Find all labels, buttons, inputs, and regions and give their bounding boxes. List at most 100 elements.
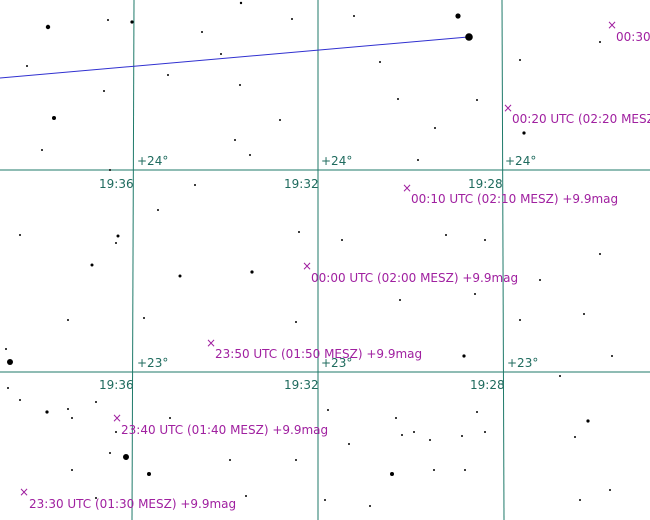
star <box>71 417 73 419</box>
star <box>157 209 159 211</box>
star <box>249 154 251 156</box>
star <box>433 469 435 471</box>
star <box>445 234 447 236</box>
star <box>353 15 355 17</box>
star <box>67 408 69 410</box>
star <box>462 354 466 358</box>
track-label-0010: 00:10 UTC (02:10 MESZ) +9.9mag <box>411 192 618 206</box>
star <box>461 435 463 437</box>
star <box>201 31 203 33</box>
star <box>484 239 486 241</box>
track-label-2340: 23:40 UTC (01:40 MESZ) +9.9mag <box>121 423 328 437</box>
track-label-0000: 00:00 UTC (02:00 MESZ) +9.9mag <box>311 271 518 285</box>
star <box>611 355 613 357</box>
star <box>429 439 431 441</box>
star <box>474 293 476 295</box>
star <box>341 239 343 241</box>
star <box>169 417 171 419</box>
track-marker-0010: × <box>402 181 412 195</box>
star <box>220 53 222 55</box>
star <box>574 436 576 438</box>
star <box>417 159 419 161</box>
star <box>115 431 117 433</box>
dec-label-upper-1: +24° <box>137 154 168 168</box>
star <box>401 434 403 436</box>
star <box>399 299 401 301</box>
track-label-2330: 23:30 UTC (01:30 MESZ) +9.9mag <box>29 497 236 511</box>
dec-label-lower-1: +23° <box>137 356 168 370</box>
star <box>609 489 611 491</box>
star <box>103 90 105 92</box>
star <box>476 411 478 413</box>
star <box>455 13 461 19</box>
dec-label-lower-3: +23° <box>507 356 538 370</box>
ra-label-upper-2: 19:32 <box>284 177 319 191</box>
star <box>413 431 415 433</box>
star <box>599 253 601 255</box>
ra-label-lower-2: 19:32 <box>284 378 319 392</box>
star-field <box>5 1 613 507</box>
star <box>229 459 231 461</box>
ra-line-1928 <box>501 0 505 520</box>
star <box>147 472 151 476</box>
star <box>19 399 21 401</box>
star <box>298 231 300 233</box>
track-marker-2340: × <box>112 411 122 425</box>
star <box>5 348 7 350</box>
star <box>95 401 97 403</box>
star <box>245 495 247 497</box>
track-label-2350: 23:50 UTC (01:50 MESZ) +9.9mag <box>215 347 422 361</box>
ra-label-lower-1: 19:36 <box>99 378 134 392</box>
star <box>291 18 293 20</box>
star <box>484 431 486 433</box>
star <box>395 417 397 419</box>
star <box>519 59 521 61</box>
star <box>178 274 182 278</box>
star <box>109 169 111 171</box>
star <box>295 459 297 461</box>
star <box>41 149 43 151</box>
track-label-0020: 00:20 UTC (02:20 MESZ <box>512 112 650 126</box>
star <box>327 409 329 411</box>
star <box>239 84 241 86</box>
dec-label-upper-3: +24° <box>505 154 536 168</box>
star <box>397 98 399 100</box>
star <box>464 469 466 471</box>
star <box>559 375 561 377</box>
star <box>295 321 297 323</box>
star <box>26 65 28 67</box>
star <box>95 497 97 499</box>
star <box>194 184 196 186</box>
star <box>115 242 117 244</box>
ra-label-upper-3: 19:28 <box>468 177 503 191</box>
star <box>465 33 473 41</box>
track-marker-0030: × <box>607 18 617 32</box>
star <box>45 24 51 30</box>
star <box>90 263 94 267</box>
star <box>107 19 109 21</box>
star <box>71 469 73 471</box>
ra-label-upper-1: 19:36 <box>99 177 134 191</box>
star <box>116 234 120 238</box>
star <box>579 499 581 501</box>
star <box>19 234 21 236</box>
star <box>67 319 69 321</box>
dec-label-upper-2: +24° <box>321 154 352 168</box>
track-marker-0020: × <box>503 101 513 115</box>
track-marker-2350: × <box>206 336 216 350</box>
ra-label-lower-3: 19:28 <box>470 378 505 392</box>
star <box>519 319 521 321</box>
star <box>7 387 9 389</box>
track-label-0030: 00:30 <box>616 30 650 44</box>
star <box>599 41 601 43</box>
star <box>539 279 541 281</box>
object-track: × 00:30 × 00:20 UTC (02:20 MESZ × 00:10 … <box>19 18 650 511</box>
star <box>369 505 371 507</box>
star <box>239 1 243 5</box>
star <box>52 116 56 120</box>
star <box>324 499 326 501</box>
star <box>522 131 526 135</box>
